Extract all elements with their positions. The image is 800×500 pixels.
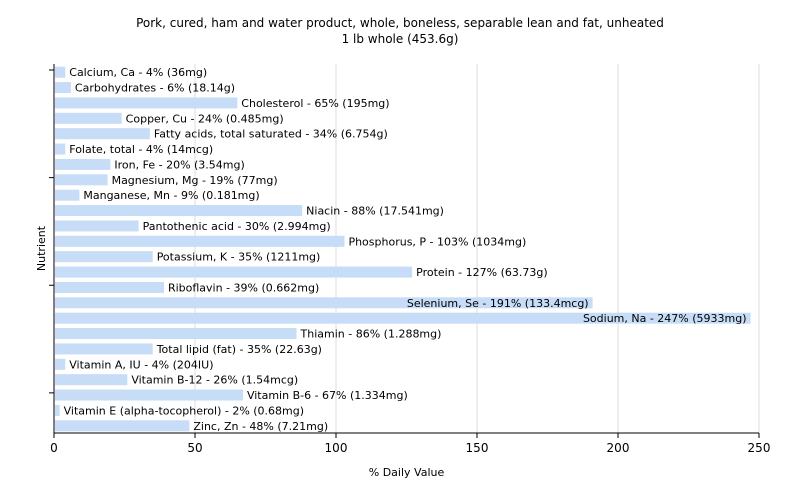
bar (55, 235, 345, 247)
bar (55, 297, 593, 309)
bar (55, 82, 71, 94)
data-label: Copper, Cu - 24% (0.485mg) (126, 112, 284, 125)
x-tick-label: 100 (325, 441, 348, 455)
bar (55, 112, 122, 124)
bar (55, 97, 238, 109)
data-label: Zinc, Zn - 48% (7.21mg) (193, 420, 328, 433)
bar (55, 389, 243, 401)
bar (55, 328, 297, 340)
x-tick-label: 250 (748, 441, 771, 455)
data-label: Vitamin B-6 - 67% (1.334mg) (247, 389, 408, 402)
x-tick-label: 0 (50, 441, 58, 455)
data-label: Thiamin - 86% (1.288mg) (300, 328, 442, 341)
bar (55, 128, 150, 140)
bar (55, 251, 153, 263)
x-tick-label: 50 (187, 441, 202, 455)
y-axis-label: Nutrient (35, 225, 48, 271)
data-label: Potassium, K - 35% (1211mg) (157, 251, 321, 264)
data-label: Total lipid (fat) - 35% (22.63g) (156, 343, 322, 356)
bar (55, 189, 80, 201)
x-axis-label: % Daily Value (369, 466, 445, 479)
bar (55, 143, 66, 155)
data-label: Vitamin B-12 - 26% (1.54mcg) (131, 374, 298, 387)
bar (55, 404, 60, 416)
data-label: Cholesterol - 65% (195mg) (241, 97, 389, 110)
bar (55, 343, 153, 355)
data-label: Folate, total - 4% (14mcg) (69, 143, 213, 156)
bar (55, 358, 66, 370)
bar (55, 158, 111, 170)
data-label: Iron, Fe - 20% (3.54mg) (114, 158, 244, 171)
data-label: Vitamin A, IU - 4% (204IU) (69, 358, 213, 371)
bar (55, 312, 751, 324)
bar (55, 266, 413, 278)
bar (55, 374, 128, 386)
data-label: Riboflavin - 39% (0.662mg) (168, 281, 319, 294)
bar (55, 174, 108, 186)
data-label: Selenium, Se - 191% (133.4mcg) (407, 297, 589, 310)
data-label: Calcium, Ca - 4% (36mg) (69, 66, 207, 79)
data-label: Vitamin E (alpha-tocopherol) - 2% (0.68m… (64, 404, 304, 417)
bar (55, 220, 139, 232)
chart-title: Pork, cured, ham and water product, whol… (136, 16, 664, 30)
bar (55, 205, 303, 217)
data-label: Niacin - 88% (17.541mg) (306, 205, 444, 218)
data-label: Magnesium, Mg - 19% (77mg) (112, 174, 278, 187)
data-label: Carbohydrates - 6% (18.14g) (75, 82, 235, 95)
data-label: Sodium, Na - 247% (5933mg) (583, 312, 747, 325)
data-label: Protein - 127% (63.73g) (416, 266, 548, 279)
x-tick-label: 200 (607, 441, 630, 455)
data-label: Fatty acids, total saturated - 34% (6.75… (154, 128, 388, 141)
x-tick-label: 150 (466, 441, 489, 455)
chart-subtitle: 1 lb whole (453.6g) (341, 32, 459, 46)
bar (55, 281, 164, 293)
bar (55, 66, 66, 78)
data-label: Phosphorus, P - 103% (1034mg) (348, 235, 526, 248)
data-label: Manganese, Mn - 9% (0.181mg) (83, 189, 259, 202)
bar (55, 420, 190, 432)
data-label: Pantothenic acid - 30% (2.994mg) (143, 220, 331, 233)
